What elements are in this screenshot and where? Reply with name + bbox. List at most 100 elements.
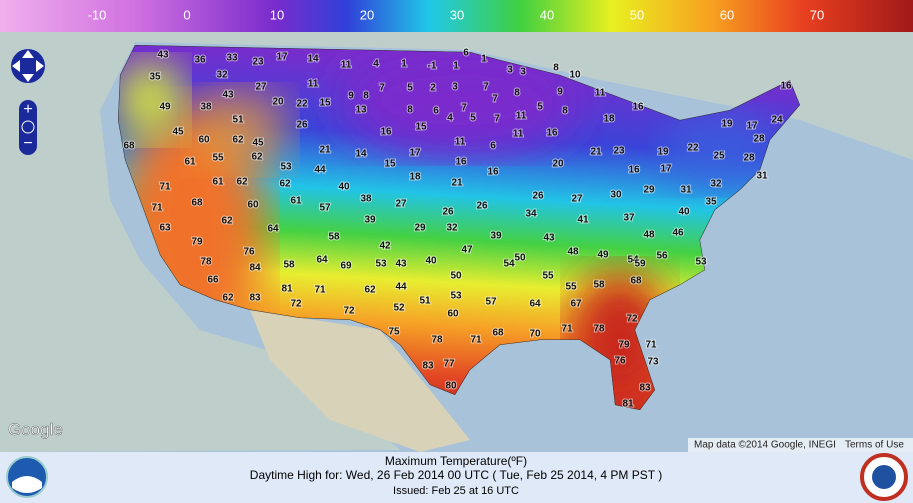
attribution-bg	[688, 438, 913, 452]
temperature-label: 53	[280, 162, 292, 173]
temperature-label: 61	[184, 157, 196, 168]
footer-subtitle: Daytime High for: Wed, 26 Feb 2014 00 UT…	[250, 468, 662, 482]
temperature-label: 11	[341, 60, 352, 71]
map-controls[interactable]: + −	[11, 49, 45, 155]
temperature-label: 3	[520, 67, 526, 78]
pan-arrows	[12, 50, 44, 82]
temperature-label: 9	[557, 87, 563, 98]
terms-link[interactable]: Terms of Use	[845, 440, 904, 451]
temperature-label: 38	[360, 194, 372, 205]
temperature-label: 1	[453, 61, 459, 72]
temperature-label: 32	[710, 179, 722, 190]
temperature-label: 58	[283, 260, 295, 271]
zoom-in[interactable]: +	[23, 101, 32, 118]
temperature-label: 31	[680, 185, 692, 196]
zoom-control[interactable]	[19, 100, 37, 155]
temperature-label: 33	[226, 53, 238, 64]
temperature-label: 71	[314, 285, 326, 296]
temperature-label: 19	[657, 147, 669, 158]
temperature-label: 10	[569, 70, 581, 81]
nws-logo-center	[872, 465, 896, 489]
temperature-label: 36	[194, 55, 206, 66]
temperature-label: 38	[200, 102, 212, 113]
land	[0, 32, 913, 452]
colorbar-label: 10	[270, 7, 284, 22]
globe[interactable]	[21, 120, 35, 134]
colorbar-label: 40	[540, 7, 554, 22]
temperature-label: 7	[483, 82, 489, 93]
temperature-label: 81	[281, 284, 293, 295]
temperature-label: 9	[348, 91, 354, 102]
temperature-label: 83	[422, 361, 434, 372]
temperature-label: 57	[485, 297, 497, 308]
noaa-wave	[12, 476, 42, 493]
temperature-label: 60	[447, 309, 459, 320]
colorbar-label: 20	[360, 7, 374, 22]
temperature-label: 76	[243, 247, 255, 258]
temperature-label: 64	[529, 299, 541, 310]
colorbar-label: 70	[810, 7, 824, 22]
temperature-label: 15	[319, 98, 331, 109]
temperature-label: 62	[364, 285, 376, 296]
temperature-label: 78	[431, 335, 443, 346]
temperature-label: 24	[771, 115, 783, 126]
temperature-label: 3	[452, 82, 458, 93]
temperature-label: 27	[255, 82, 267, 93]
temperature-label: 17	[746, 121, 758, 132]
temperature-label: 28	[743, 153, 755, 164]
temperature-label: 7	[379, 83, 385, 94]
temperature-label: 16	[487, 167, 499, 178]
temperature-label: 4	[373, 59, 379, 70]
temperature-label: 6	[433, 106, 439, 117]
temperature-label: 17	[660, 164, 672, 175]
footer	[0, 452, 913, 503]
temperature-label: 39	[490, 231, 502, 242]
temperature-label: 68	[191, 198, 203, 209]
temperature-label: 17	[276, 52, 288, 63]
temperature-label: 42	[379, 241, 391, 252]
temperature-label: 48	[567, 247, 579, 258]
temperature-label: 71	[561, 324, 573, 335]
temperature-label: 28	[753, 134, 765, 145]
temperature-label: 5	[537, 102, 543, 113]
temperature-label: 46	[672, 228, 684, 239]
temperature-label: 27	[571, 194, 583, 205]
temperature-label: 22	[296, 99, 308, 110]
colorbar-label: -10	[88, 7, 107, 22]
temperature-label: 4	[447, 113, 453, 124]
temperature-label: 40	[678, 207, 690, 218]
temperature-label: 7	[492, 94, 498, 105]
temperature-label: 55	[542, 271, 554, 282]
temperature-label: 67	[570, 299, 582, 310]
temperature-label: 11	[513, 129, 524, 140]
google-logo[interactable]: Google	[8, 420, 63, 440]
temperature-label: 76	[614, 356, 626, 367]
temperature-label: 8	[553, 63, 559, 74]
temperature-label: 16	[380, 127, 392, 138]
temperature-label: 62	[251, 152, 263, 163]
zoom-out[interactable]: −	[23, 135, 32, 152]
pan-control[interactable]	[11, 49, 45, 83]
temperature-label: 61	[290, 196, 302, 207]
temperature-label: 47	[461, 245, 473, 256]
temperature-label: 26	[296, 120, 308, 131]
temperature-label: 34	[525, 209, 537, 220]
temperature-label: 53	[695, 257, 707, 268]
temperature-label: 39	[364, 215, 376, 226]
temperature-label: 51	[232, 115, 244, 126]
temperature-label: 49	[597, 250, 609, 261]
temperature-label: 11	[308, 79, 319, 90]
temperature-label: 8	[363, 91, 369, 102]
temperature-label: 3	[507, 65, 513, 76]
temperature-label: 53	[375, 259, 387, 270]
temperature-label: 16	[628, 165, 640, 176]
temperature-label: 16	[632, 102, 644, 113]
temperature-label: 54	[627, 255, 639, 266]
attribution: Map data ©2014 Google, INEGI	[694, 440, 836, 451]
temperature-label: 43	[157, 50, 169, 61]
temperature-label: 84	[249, 263, 261, 274]
colorbar-label: 50	[630, 7, 644, 22]
temperature-label: 26	[476, 201, 488, 212]
temperature-label: 8	[514, 88, 520, 99]
temperature-label: 68	[492, 328, 504, 339]
